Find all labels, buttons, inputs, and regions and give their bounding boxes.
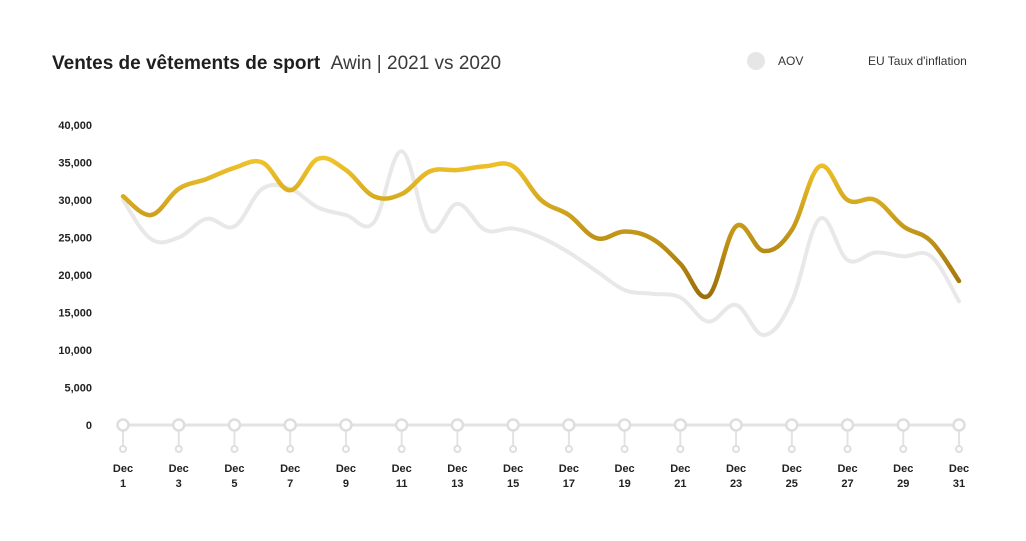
x-tick-month: Dec bbox=[559, 463, 579, 475]
x-tick-month: Dec bbox=[447, 463, 467, 475]
y-tick-label: 0 bbox=[86, 420, 92, 432]
y-tick-label: 20,000 bbox=[58, 270, 92, 282]
x-tick-day: 31 bbox=[953, 478, 965, 490]
x-tick-month: Dec bbox=[503, 463, 523, 475]
x-tick-day: 29 bbox=[897, 478, 909, 490]
legend-label-aov: AOV bbox=[778, 54, 803, 68]
x-tick-month: Dec bbox=[782, 463, 802, 475]
x-tick-marker-small bbox=[732, 445, 741, 453]
x-tick-month: Dec bbox=[280, 463, 300, 475]
x-tick-day: 25 bbox=[786, 478, 798, 490]
x-tick-marker bbox=[394, 418, 409, 432]
y-axis: 0 5,000 10,000 15,000 20,000 25,000 30,000 35,0… bbox=[58, 120, 92, 432]
x-tick-day: 7 bbox=[287, 478, 293, 490]
x-tick-marker bbox=[673, 418, 688, 432]
x-tick-marker bbox=[227, 418, 242, 432]
x-tick-month: Dec bbox=[336, 463, 356, 475]
series-layer bbox=[120, 149, 962, 337]
x-tick-marker bbox=[450, 418, 465, 432]
x-tick-marker-small bbox=[174, 445, 183, 453]
legend-label-inflation: EU Taux d'inflation bbox=[868, 54, 967, 68]
chart-subtitle: Awin | 2021 vs 2020 bbox=[331, 53, 501, 74]
x-tick-marker bbox=[617, 418, 632, 432]
chart-title-line: Ventes de vêtements de sport Awin | 2021… bbox=[52, 53, 501, 74]
x-tick-marker-small bbox=[787, 445, 796, 453]
y-tick-label: 35,000 bbox=[58, 158, 92, 170]
y-tick-label: 30,000 bbox=[58, 195, 92, 207]
x-tick-month: Dec bbox=[392, 463, 412, 475]
legend-swatch-aov bbox=[747, 52, 765, 70]
x-tick-marker-small bbox=[955, 445, 963, 453]
x-tick-marker bbox=[339, 418, 353, 432]
x-tick-day: 1 bbox=[120, 478, 126, 490]
x-tick-marker bbox=[506, 418, 520, 432]
x-tick-marker bbox=[729, 418, 743, 432]
x-tick-marker-small bbox=[230, 445, 239, 453]
x-tick-marker bbox=[283, 418, 297, 432]
legend: AOV EU Taux d'inflation bbox=[747, 52, 967, 70]
y-tick-label: 25,000 bbox=[58, 233, 92, 245]
series-line-aov bbox=[121, 149, 961, 337]
x-tick-marker bbox=[840, 418, 855, 432]
x-tick-marker-small bbox=[119, 445, 127, 453]
x-tick-day: 9 bbox=[343, 478, 349, 490]
x-tick-month: Dec bbox=[224, 463, 244, 475]
x-tick-day: 21 bbox=[674, 478, 686, 490]
x-tick-marker bbox=[896, 418, 911, 432]
x-tick-marker-small bbox=[676, 445, 685, 453]
x-tick-day: 27 bbox=[841, 478, 853, 490]
x-tick-day: 23 bbox=[730, 478, 742, 490]
x-tick-marker-small bbox=[899, 445, 908, 453]
x-tick-day: 5 bbox=[231, 478, 237, 490]
x-tick-marker bbox=[952, 418, 966, 432]
y-tick-label: 10,000 bbox=[58, 345, 92, 357]
x-axis: Dec 1 Dec 3 Dec 5 Dec 7 Dec 9 Dec 11 Dec 13 Dec 15 Dec 17… bbox=[113, 418, 969, 490]
x-tick-day: 3 bbox=[176, 478, 182, 490]
x-tick-month: Dec bbox=[893, 463, 913, 475]
x-tick-marker bbox=[171, 418, 186, 432]
series-line-inflation bbox=[120, 155, 962, 300]
x-tick-month: Dec bbox=[837, 463, 857, 475]
x-tick-marker-small bbox=[397, 445, 406, 453]
x-tick-marker bbox=[562, 418, 576, 432]
x-tick-day: 15 bbox=[507, 478, 519, 490]
x-tick-month: Dec bbox=[670, 463, 690, 475]
x-tick-month: Dec bbox=[113, 463, 133, 475]
y-tick-label: 15,000 bbox=[58, 308, 92, 320]
x-tick-marker-small bbox=[509, 445, 518, 453]
x-tick-month: Dec bbox=[949, 463, 969, 475]
x-tick-marker bbox=[116, 418, 130, 432]
x-tick-day: 17 bbox=[563, 478, 575, 490]
x-tick-day: 13 bbox=[451, 478, 463, 490]
x-tick-marker bbox=[785, 418, 799, 432]
x-tick-month: Dec bbox=[615, 463, 635, 475]
x-tick-marker-small bbox=[453, 445, 462, 453]
x-tick-day: 19 bbox=[618, 478, 630, 490]
x-tick-marker-small bbox=[286, 445, 295, 453]
x-tick-marker-small bbox=[843, 445, 852, 453]
x-tick-marker-small bbox=[564, 445, 573, 453]
x-tick-month: Dec bbox=[726, 463, 746, 475]
x-tick-month: Dec bbox=[169, 463, 189, 475]
y-tick-label: 5,000 bbox=[64, 383, 92, 395]
x-tick-day: 11 bbox=[396, 478, 408, 490]
x-tick-marker-small bbox=[341, 445, 350, 453]
y-tick-label: 40,000 bbox=[58, 120, 92, 132]
x-tick-marker-small bbox=[620, 445, 629, 453]
chart-title: Ventes de vêtements de sport bbox=[52, 53, 321, 74]
